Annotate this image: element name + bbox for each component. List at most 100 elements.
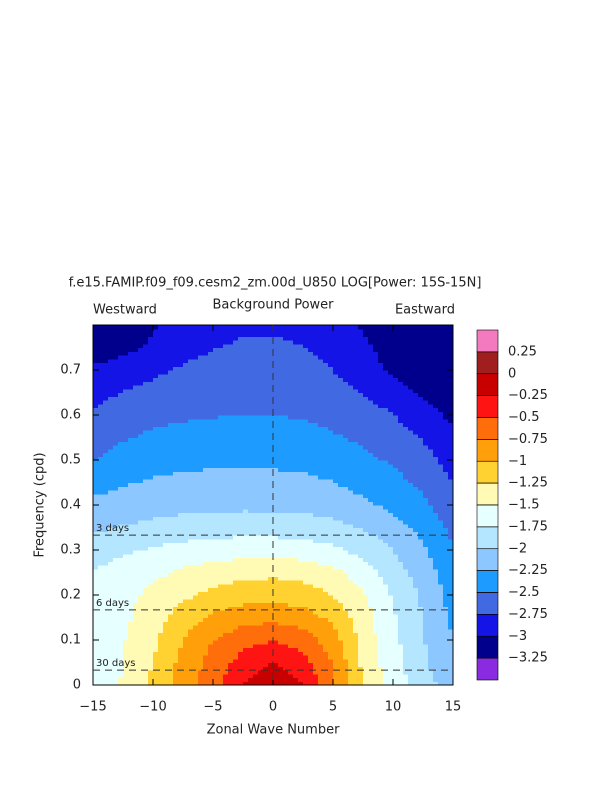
contour-cell: [433, 475, 439, 480]
contour-cell: [143, 433, 149, 439]
contour-cell: [183, 437, 189, 442]
contour-cell: [413, 520, 419, 525]
contour-cell: [108, 666, 114, 671]
contour-cell: [293, 531, 299, 536]
contour-cell: [413, 655, 419, 660]
contour-cell: [333, 482, 339, 487]
contour-cell: [418, 662, 424, 667]
contour-cell: [243, 493, 249, 499]
contour-cell: [218, 655, 224, 660]
contour-cell: [178, 441, 184, 446]
contour-cell: [123, 516, 129, 521]
contour-cell: [178, 493, 184, 499]
contour-cell: [293, 463, 299, 469]
contour-cell: [448, 531, 454, 536]
contour-cell: [173, 512, 179, 517]
contour-cell: [138, 651, 144, 656]
contour-cell: [148, 463, 154, 469]
contour-cell: [133, 445, 139, 450]
contour-cell: [328, 636, 334, 641]
contour-cell: [363, 647, 369, 652]
contour-cell: [123, 681, 129, 686]
contour-cell: [108, 658, 114, 664]
contour-cell: [288, 433, 294, 439]
contour-cell: [438, 673, 444, 679]
contour-cell: [413, 538, 419, 544]
contour-cell: [128, 628, 134, 634]
contour-cell: [333, 542, 339, 547]
contour-cell: [113, 478, 119, 484]
contour-cell: [148, 591, 154, 596]
contour-cell: [328, 561, 334, 566]
contour-cell: [353, 655, 359, 660]
contour-cell: [258, 516, 264, 521]
contour-cell: [393, 617, 399, 622]
contour-cell: [203, 666, 209, 671]
contour-cell: [358, 655, 364, 660]
contour-cell: [208, 561, 214, 566]
contour-cell: [178, 561, 184, 566]
contour-cell: [263, 587, 269, 592]
contour-cell: [143, 673, 149, 679]
contour-cell: [333, 595, 339, 600]
contour-cell: [433, 542, 439, 547]
contour-cell: [423, 493, 429, 499]
contour-cell: [123, 415, 129, 420]
contour-cell: [113, 501, 119, 506]
contour-cell: [418, 486, 424, 491]
contour-cell: [193, 456, 199, 461]
contour-cell: [348, 460, 354, 465]
contour-cell: [253, 475, 259, 480]
contour-cell: [313, 572, 319, 577]
contour-cell: [448, 670, 454, 675]
contour-cell: [103, 568, 109, 574]
contour-cell: [213, 557, 219, 562]
contour-cell: [283, 655, 289, 660]
contour-cell: [428, 670, 434, 675]
contour-cell: [118, 415, 124, 420]
contour-cell: [443, 493, 449, 499]
contour-cell: [113, 673, 119, 679]
contour-cell: [178, 583, 184, 589]
contour-cell: [403, 516, 409, 521]
contour-cell: [108, 516, 114, 521]
contour-cell: [238, 422, 244, 427]
contour-cell: [403, 490, 409, 495]
contour-cell: [433, 520, 439, 525]
contour-cell: [358, 583, 364, 589]
contour-cell: [183, 572, 189, 577]
contour-cell: [288, 531, 294, 536]
contour-cell: [308, 602, 314, 607]
contour-cell: [398, 448, 404, 454]
contour-cell: [128, 448, 134, 454]
contour-cell: [208, 520, 214, 525]
contour-cell: [398, 486, 404, 491]
contour-cell: [243, 422, 249, 427]
contour-cell: [308, 651, 314, 656]
contour-cell: [173, 486, 179, 491]
contour-cell: [133, 490, 139, 495]
contour-cell: [243, 658, 249, 664]
contour-cell: [173, 433, 179, 439]
contour-cell: [233, 520, 239, 525]
contour-cell: [363, 445, 369, 450]
contour-cell: [293, 520, 299, 525]
contour-cell: [313, 580, 319, 585]
contour-cell: [258, 422, 264, 427]
contour-cell: [303, 647, 309, 652]
contour-cell: [383, 673, 389, 679]
contour-cell: [418, 598, 424, 604]
contour-cell: [198, 546, 204, 551]
contour-cell: [128, 482, 134, 487]
contour-cell: [298, 478, 304, 484]
contour-cell: [348, 467, 354, 472]
contour-cell: [338, 568, 344, 574]
contour-cell: [103, 467, 109, 472]
contour-cell: [283, 617, 289, 622]
contour-cell: [298, 662, 304, 667]
contour-cell: [228, 550, 234, 555]
contour-cell: [373, 475, 379, 480]
contour-cell: [438, 598, 444, 604]
contour-cell: [398, 493, 404, 499]
contour-cell: [368, 460, 374, 465]
